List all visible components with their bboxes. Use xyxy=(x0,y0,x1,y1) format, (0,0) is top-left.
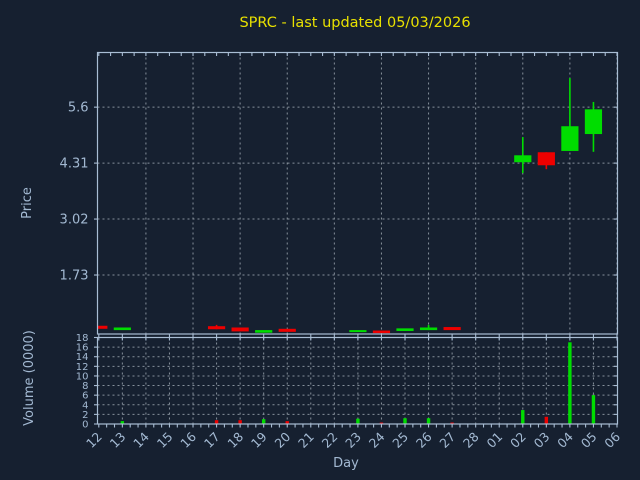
x-tick-label: 19 xyxy=(248,429,270,451)
candle-body xyxy=(584,109,603,135)
volume-tick-label: 2 xyxy=(82,410,88,421)
volume-bar xyxy=(591,395,596,424)
volume-tick-label: 12 xyxy=(76,362,89,373)
x-tick-label: 22 xyxy=(319,429,341,451)
x-tick-label: 04 xyxy=(554,429,576,451)
x-tick-label: 28 xyxy=(460,429,482,451)
x-axis-label: Day xyxy=(333,456,359,471)
x-tick-label: 16 xyxy=(177,429,199,451)
candle-body xyxy=(349,330,367,333)
chart-title: SPRC - last updated 05/03/2026 xyxy=(239,15,470,31)
candle-body xyxy=(514,155,532,163)
x-tick-label: 12 xyxy=(83,429,105,451)
volume-bar xyxy=(403,418,407,424)
price-axis-label: Price xyxy=(20,187,35,219)
candle-body xyxy=(396,328,414,331)
x-tick-label: 01 xyxy=(483,429,505,451)
x-tick-label: 23 xyxy=(342,429,364,451)
x-tick-label: 25 xyxy=(389,429,411,451)
candle-body xyxy=(231,327,249,332)
candle-body xyxy=(113,327,131,331)
volume-bar xyxy=(120,421,125,424)
candle-body xyxy=(537,152,555,166)
x-tick-label: 06 xyxy=(601,429,623,451)
x-tick-label: 21 xyxy=(295,429,317,451)
x-tick-label: 15 xyxy=(154,429,176,451)
volume-bar xyxy=(238,420,242,424)
price-tick-label: 1.73 xyxy=(60,269,89,284)
volume-bar xyxy=(356,418,360,424)
x-tick-label: 14 xyxy=(130,429,152,451)
volume-bar xyxy=(568,342,572,424)
x-tick-label: 27 xyxy=(436,429,458,451)
volume-bar xyxy=(544,416,549,424)
x-tick-label: 13 xyxy=(107,429,129,451)
candle-body xyxy=(372,330,391,334)
volume-axis-label: Volume (0000) xyxy=(22,330,37,426)
x-tick-label: 05 xyxy=(578,429,600,451)
x-tick-label: 20 xyxy=(272,429,294,451)
x-tick-label: 17 xyxy=(201,429,223,451)
price-tick-label: 3.02 xyxy=(60,213,89,228)
volume-bar xyxy=(285,421,289,424)
volume-bar xyxy=(214,420,219,424)
volume-tick-label: 0 xyxy=(82,420,88,431)
volume-panel-border xyxy=(96,336,619,425)
chart-data-layer xyxy=(97,78,603,424)
volume-bar xyxy=(426,418,431,424)
volume-bar xyxy=(379,422,384,424)
volume-tick-label: 10 xyxy=(76,371,89,382)
volume-bar xyxy=(521,410,525,424)
candle-body xyxy=(443,327,461,331)
volume-bar xyxy=(261,419,266,424)
volume-bar xyxy=(450,422,454,424)
price-tick-label: 4.31 xyxy=(60,157,89,172)
x-tick-label: 26 xyxy=(413,429,435,451)
volume-tick-label: 14 xyxy=(76,352,89,363)
candle-body xyxy=(97,325,108,329)
volume-tick-label: 6 xyxy=(82,391,88,402)
x-tick-label: 02 xyxy=(507,429,529,451)
gridlines xyxy=(97,52,618,424)
volume-bars xyxy=(120,342,596,424)
candle-body xyxy=(255,330,273,333)
volume-tick-label: 18 xyxy=(76,333,89,344)
candle-body xyxy=(278,328,296,332)
candles xyxy=(97,78,603,334)
x-tick-label: 24 xyxy=(366,429,388,451)
price-panel-border xyxy=(96,51,619,335)
volume-tick-label: 8 xyxy=(82,381,88,392)
price-tick-label: 5.6 xyxy=(68,101,89,116)
x-tick-label: 03 xyxy=(531,429,553,451)
candle-body xyxy=(207,326,226,330)
volume-tick-label: 16 xyxy=(76,343,89,354)
candle-body xyxy=(561,126,579,151)
volume-tick-label: 4 xyxy=(82,400,88,411)
axes-layer xyxy=(94,51,619,428)
x-tick-label: 18 xyxy=(224,429,246,451)
candle-body xyxy=(419,327,438,331)
